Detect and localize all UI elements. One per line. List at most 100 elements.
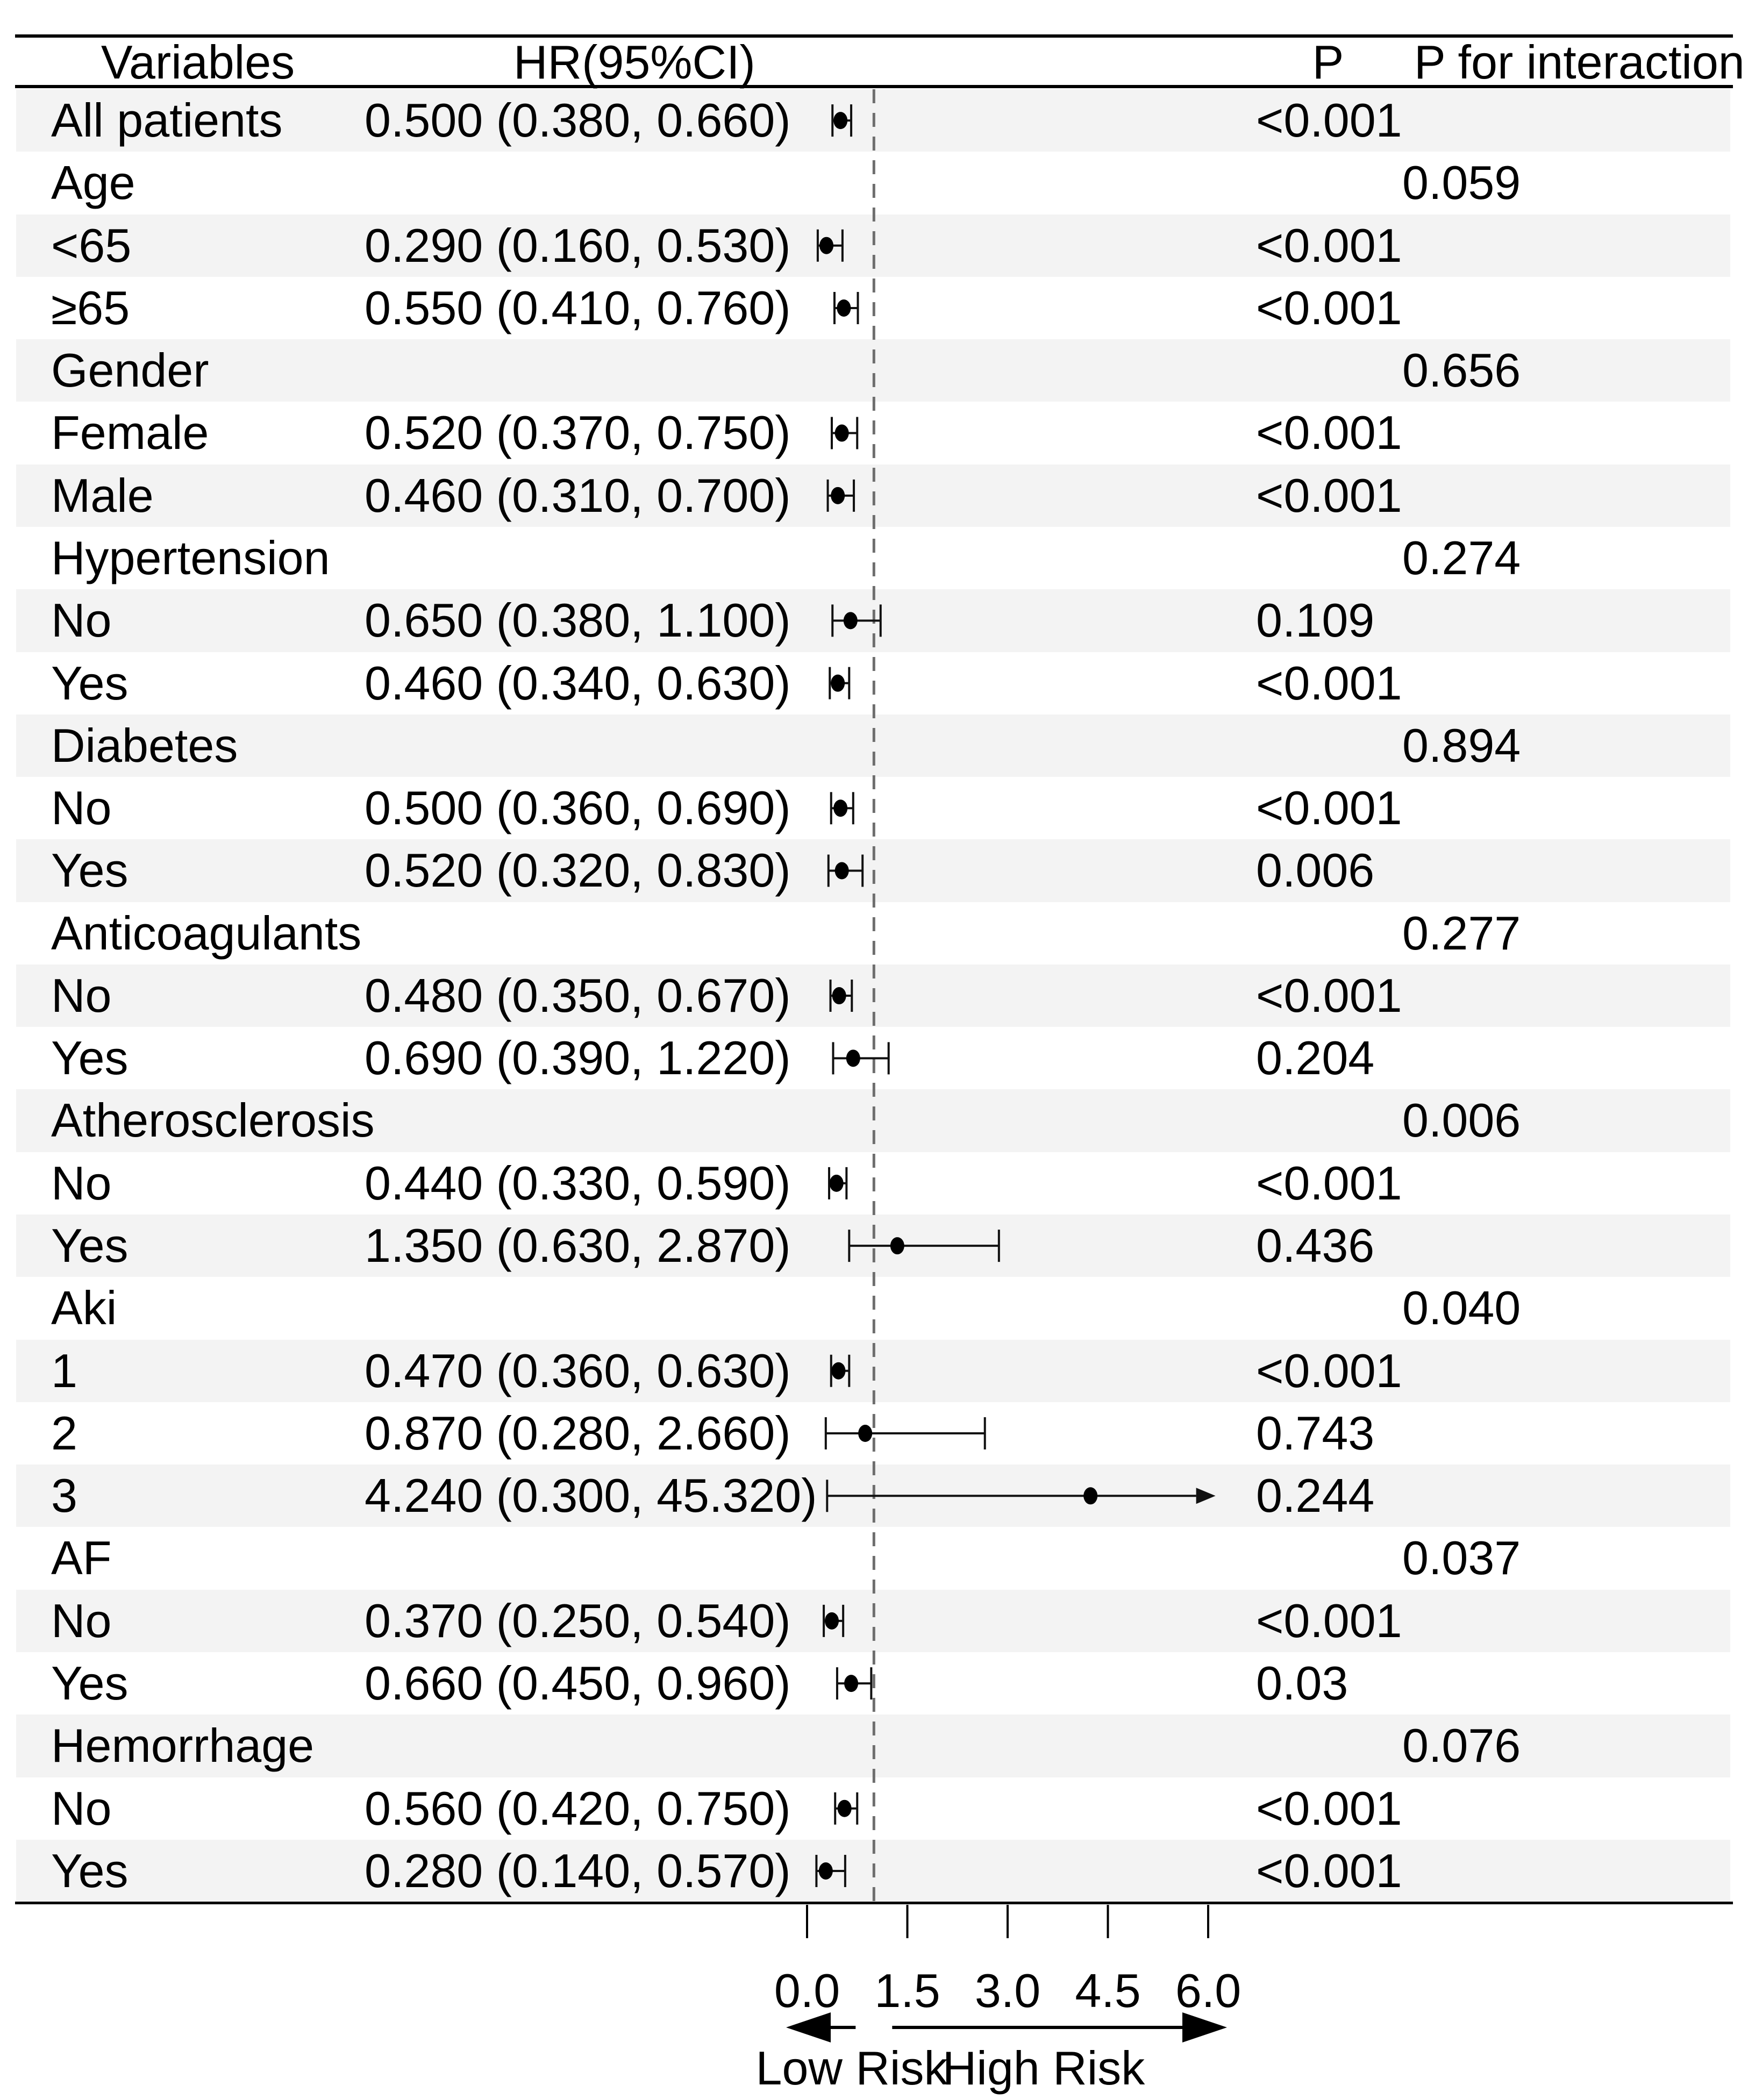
hr-ci-value: 0.370 (0.250, 0.540)	[365, 1594, 791, 1647]
p-value: <0.001	[1256, 968, 1402, 1022]
x-tick-label: 3.0	[974, 1964, 1041, 2017]
variable-label: No	[51, 1594, 112, 1647]
variable-label: Diabetes	[51, 718, 238, 772]
hr-ci-value: 0.520 (0.320, 0.830)	[365, 844, 791, 897]
hr-ci-value: 0.690 (0.390, 1.220)	[365, 1031, 791, 1085]
table-row: No 0.370 (0.250, 0.540) <0.001	[16, 1589, 1730, 1652]
hr-ci-value: 0.500 (0.360, 0.690)	[365, 781, 791, 835]
high-risk-label: High Risk	[942, 2041, 1145, 2095]
variable-label: Male	[51, 468, 154, 522]
hr-ci-value: 0.440 (0.330, 0.590)	[365, 1156, 791, 1210]
p-interaction-value: 0.894	[1402, 718, 1521, 772]
table-row: Hemorrhage 0.076	[16, 1715, 1730, 1777]
table-row: ≥65 0.550 (0.410, 0.760) <0.001	[16, 277, 1730, 339]
p-value: 0.204	[1256, 1031, 1375, 1085]
table-row: Yes 0.280 (0.140, 0.570) <0.001	[16, 1839, 1730, 1903]
table-row: No 0.650 (0.380, 1.100) 0.109	[16, 589, 1730, 652]
hr-ci-value: 0.460 (0.310, 0.700)	[365, 468, 791, 522]
p-value: 0.436	[1256, 1219, 1375, 1273]
p-interaction-value: 0.277	[1402, 906, 1521, 960]
variable-label: No	[51, 1781, 112, 1835]
table-row: No 0.440 (0.330, 0.590) <0.001	[16, 1152, 1730, 1215]
p-value: <0.001	[1256, 94, 1402, 147]
hr-ci-value: 0.500 (0.380, 0.660)	[365, 94, 791, 147]
variable-label: Yes	[51, 1844, 129, 1897]
table-row: No 0.560 (0.420, 0.750) <0.001	[16, 1777, 1730, 1840]
variable-label: Hemorrhage	[51, 1719, 315, 1773]
hr-ci-value: 0.470 (0.360, 0.630)	[365, 1344, 791, 1397]
p-value: 0.109	[1256, 594, 1375, 647]
variable-label: AF	[51, 1531, 112, 1585]
hr-ci-value: 4.240 (0.300, 45.320)	[365, 1469, 817, 1523]
col-header-p: P	[1312, 35, 1344, 89]
hr-ci-value: 0.480 (0.350, 0.670)	[365, 968, 791, 1022]
p-interaction-value: 0.059	[1402, 156, 1521, 210]
col-header-variables: Variables	[101, 35, 295, 89]
x-tick-label: 4.5	[1075, 1964, 1141, 2017]
x-tick-label: 6.0	[1175, 1964, 1242, 2017]
table-row: Diabetes 0.894	[16, 714, 1730, 777]
table-row: Age 0.059	[16, 152, 1730, 214]
p-interaction-value: 0.274	[1402, 531, 1521, 584]
hr-ci-value: 0.290 (0.160, 0.530)	[365, 218, 791, 272]
hr-ci-value: 0.280 (0.140, 0.570)	[365, 1844, 791, 1897]
p-value: <0.001	[1256, 1156, 1402, 1210]
variable-label: <65	[51, 218, 132, 272]
p-interaction-value: 0.037	[1402, 1531, 1521, 1585]
p-value: <0.001	[1256, 656, 1402, 710]
p-value: <0.001	[1256, 406, 1402, 460]
x-tick-label: 0.0	[774, 1964, 840, 2017]
table-row: Male 0.460 (0.310, 0.700) <0.001	[16, 464, 1730, 527]
variable-label: Yes	[51, 1656, 129, 1710]
p-value: <0.001	[1256, 781, 1402, 835]
hr-ci-value: 1.350 (0.630, 2.870)	[365, 1219, 791, 1273]
table-row: All patients 0.500 (0.380, 0.660) <0.001	[16, 89, 1730, 152]
hr-ci-value: 0.520 (0.370, 0.750)	[365, 406, 791, 460]
p-value: <0.001	[1256, 1781, 1402, 1835]
p-value: 0.03	[1256, 1656, 1349, 1710]
variable-label: Anticoagulants	[51, 906, 362, 960]
variable-label: No	[51, 968, 112, 1022]
table-row: Yes 0.520 (0.320, 0.830) 0.006	[16, 839, 1730, 902]
table-row: Anticoagulants 0.277	[16, 902, 1730, 965]
p-value: <0.001	[1256, 281, 1402, 334]
hr-ci-value: 0.870 (0.280, 2.660)	[365, 1406, 791, 1460]
hr-ci-value: 0.560 (0.420, 0.750)	[365, 1781, 791, 1835]
variable-label: No	[51, 594, 112, 647]
variable-label: ≥65	[51, 281, 130, 334]
p-interaction-value: 0.040	[1402, 1281, 1521, 1335]
table-row: 1 0.470 (0.360, 0.630) <0.001	[16, 1339, 1730, 1402]
table-row: Yes 0.660 (0.450, 0.960) 0.03	[16, 1652, 1730, 1715]
p-value: 0.743	[1256, 1406, 1375, 1460]
p-value: <0.001	[1256, 1344, 1402, 1397]
table-row: Gender 0.656	[16, 339, 1730, 402]
variable-label: Yes	[51, 844, 129, 897]
table-row: Yes 0.460 (0.340, 0.630) <0.001	[16, 652, 1730, 715]
table-row: Female 0.520 (0.370, 0.750) <0.001	[16, 402, 1730, 464]
variable-label: 1	[51, 1344, 77, 1397]
variable-label: 3	[51, 1469, 77, 1523]
x-tick-label: 1.5	[874, 1964, 940, 2017]
variable-label: No	[51, 781, 112, 835]
top-rule	[15, 34, 1733, 38]
variable-label: Yes	[51, 1219, 129, 1273]
variable-label: Hypertension	[51, 531, 330, 584]
table-row: Atherosclerosis 0.006	[16, 1089, 1730, 1152]
p-value: <0.001	[1256, 1594, 1402, 1647]
table-row: <65 0.290 (0.160, 0.530) <0.001	[16, 214, 1730, 277]
table-row: 3 4.240 (0.300, 45.320) 0.244	[16, 1465, 1730, 1527]
hr-ci-value: 0.660 (0.450, 0.960)	[365, 1656, 791, 1710]
table-row: No 0.480 (0.350, 0.670) <0.001	[16, 964, 1730, 1027]
variable-label: Female	[51, 406, 209, 460]
bottom-rule	[15, 1902, 1733, 1904]
p-value: <0.001	[1256, 468, 1402, 522]
p-value: 0.006	[1256, 844, 1375, 897]
p-interaction-value: 0.656	[1402, 344, 1521, 397]
variable-label: Gender	[51, 344, 209, 397]
variable-label: No	[51, 1156, 112, 1210]
table-row: 2 0.870 (0.280, 2.660) 0.743	[16, 1402, 1730, 1465]
table-row: Aki 0.040	[16, 1277, 1730, 1339]
p-value: <0.001	[1256, 218, 1402, 272]
header-separator-rule	[15, 85, 1733, 88]
